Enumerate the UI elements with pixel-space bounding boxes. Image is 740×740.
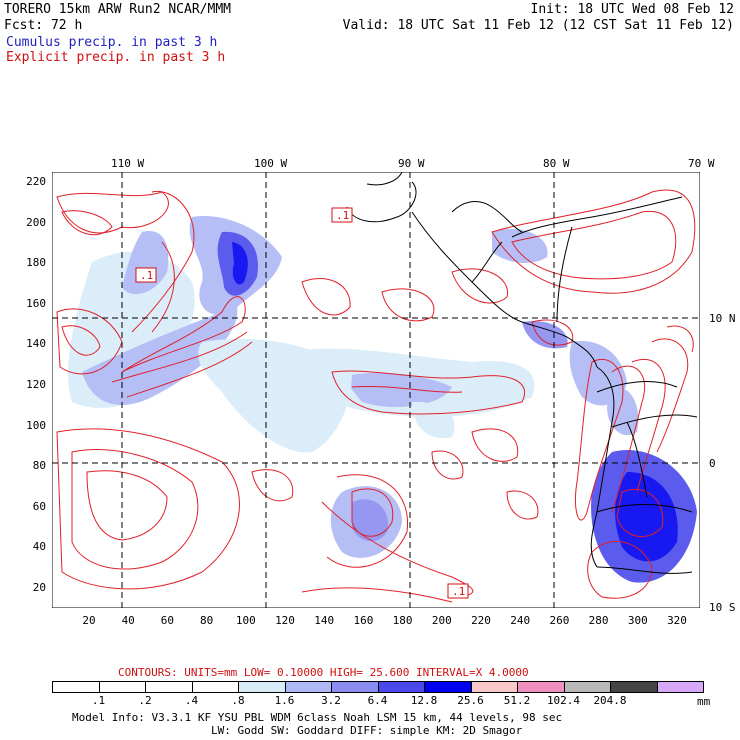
colorbar-level-label: 6.4	[367, 694, 388, 707]
grid-x-label: 60	[160, 614, 175, 627]
grid-x-label: 40	[121, 614, 135, 627]
lon-label-110w: 110 W	[111, 157, 145, 170]
colorbar-level-label: 3.2	[321, 694, 341, 707]
cumulus-precip-shading	[68, 216, 697, 583]
grid-y-label: 120	[26, 378, 46, 391]
colorbar-level-label: .4	[184, 694, 199, 707]
colorbar-level-label: 204.8	[593, 694, 627, 707]
lon-label-100w: 100 W	[254, 157, 288, 170]
grid-y-label: 60	[32, 499, 46, 513]
grid-x-label: 220	[471, 614, 491, 627]
lat-label-eq: 0	[709, 457, 716, 470]
lon-label-90w: 90 W	[398, 157, 425, 170]
header-forecast-hour: Fcst: 72 h	[4, 18, 83, 33]
explicit-precip-contours	[56, 189, 696, 603]
latlon-grid	[52, 172, 700, 608]
contour-label-3: .1	[452, 585, 465, 598]
colorbar-swatch	[238, 681, 286, 693]
colorbar-swatch	[470, 681, 518, 693]
grid-x-label: 300	[627, 614, 648, 627]
colorbar-level-label: 12.8	[410, 694, 438, 707]
coastlines	[346, 172, 698, 574]
grid-x-label: 140	[314, 614, 335, 627]
header-init-time: Init: 18 UTC Wed 08 Feb 12	[530, 2, 735, 17]
grid-y-label: 20	[32, 581, 46, 594]
grid-y-label: 160	[26, 296, 46, 310]
lat-label-10s: 10 S	[709, 601, 736, 614]
colorbar-units: mm	[697, 695, 711, 708]
colorbar-swatch	[331, 681, 379, 693]
colorbar-swatch	[563, 681, 611, 693]
cumulus-precip-label: Cumulus precip. in past 3 h	[6, 35, 218, 50]
grid-y-label: 140	[26, 337, 46, 351]
model-info-line1: Model Info: V3.3.1 KF YSU PBL WDM 6class…	[72, 711, 563, 724]
grid-x-label: 280	[588, 614, 609, 627]
colorbar-swatch	[517, 681, 565, 693]
precip-map: .1 .1 .1	[52, 172, 700, 608]
grid-x-label: 120	[275, 614, 295, 627]
colorbar-level-label: 102.4	[546, 694, 581, 707]
colorbar-swatch	[656, 681, 704, 693]
grid-y-label: 200	[26, 215, 46, 229]
colorbar-level-label: .2	[138, 694, 152, 707]
explicit-precip-label: Explicit precip. in past 3 h	[6, 50, 226, 65]
lon-label-80w: 80 W	[543, 157, 570, 170]
grid-y-label: 180	[26, 256, 46, 270]
colorbar-level-label: .8	[231, 694, 245, 707]
grid-x-label: 180	[392, 614, 413, 627]
colorbar-level-label: 25.6	[457, 694, 484, 707]
colorbar-swatch	[284, 681, 332, 693]
grid-x-label: 320	[667, 614, 687, 627]
grid-y-label: 40	[32, 540, 46, 554]
lon-label-70w: 70 W	[688, 157, 715, 170]
grid-x-label: 260	[549, 614, 570, 627]
grid-x-label: 80	[199, 614, 214, 627]
grid-x-label: 240	[510, 614, 531, 627]
grid-y-label: 220	[26, 175, 46, 188]
contour-box-labels: .1 .1 .1	[135, 207, 469, 599]
colorbar-swatch	[610, 681, 658, 693]
colorbar-level-label: 51.2	[503, 694, 531, 707]
colorbar-swatch	[377, 681, 425, 693]
model-info-line2: LW: Godd SW: Goddard DIFF: simple KM: 2D…	[211, 724, 523, 737]
grid-x-label: 160	[353, 614, 374, 627]
grid-y-label: 100	[26, 418, 46, 432]
colorbar-swatch	[98, 681, 146, 693]
colorbar-level-label: .1	[91, 694, 106, 707]
colorbar-swatch	[52, 681, 100, 693]
contour-label-2: .1	[140, 269, 153, 282]
contour-label-1: .1	[336, 209, 349, 222]
colorbar-swatch	[424, 681, 472, 693]
colorbar-level-label: 1.6	[274, 694, 295, 707]
header-title: TORERO 15km ARW Run2 NCAR/MMM	[4, 2, 231, 17]
colorbar-swatch	[145, 681, 193, 693]
lat-label-10n: 10 N	[709, 312, 736, 325]
grid-x-label: 20	[82, 614, 96, 627]
colorbar-swatch	[191, 681, 239, 693]
grid-y-label: 80	[32, 459, 46, 473]
contours-info: CONTOURS: UNITS=mm LOW= 0.10000 HIGH= 25…	[118, 666, 529, 679]
grid-x-label: 100	[235, 614, 256, 627]
header-valid-time: Valid: 18 UTC Sat 11 Feb 12 (12 CST Sat …	[342, 18, 734, 33]
grid-x-label: 200	[431, 614, 452, 627]
